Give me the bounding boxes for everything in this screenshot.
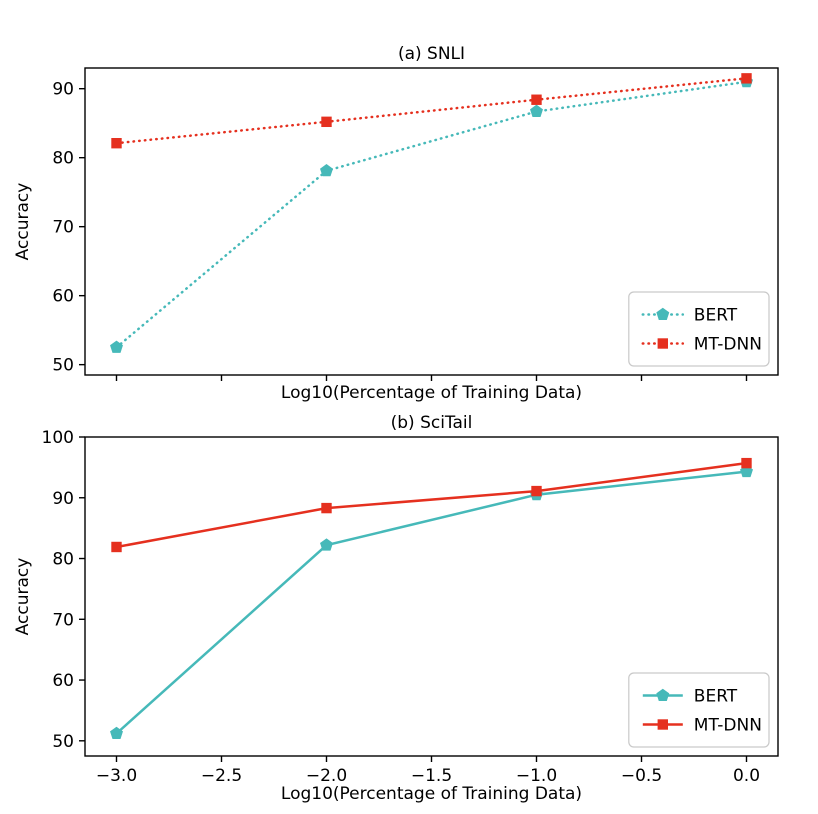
marker-square xyxy=(657,719,668,730)
chart-title: (a) SNLI xyxy=(398,44,465,64)
y-tick-label: 100 xyxy=(42,428,74,448)
legend-label: MT-DNN xyxy=(694,716,762,736)
y-tick-label: 90 xyxy=(52,489,74,509)
scitail-subplot: −3.0 −2.5 −2.0 −1.5 −1.0 −0.5 0.0 50 60 70 80 90 100… xyxy=(13,413,779,804)
marker-square xyxy=(321,116,332,128)
marker-pentagon xyxy=(320,538,333,551)
marker-pentagon xyxy=(656,688,670,701)
series-line-mt-dnn xyxy=(115,77,748,145)
legend-box xyxy=(628,291,770,367)
marker-pentagon xyxy=(110,726,123,740)
x-tick-label: 0.0 xyxy=(733,766,760,786)
marker-pentagon xyxy=(530,104,543,117)
legend: BERT MT-DNN xyxy=(628,291,770,367)
marker-pentagon xyxy=(656,307,670,320)
y-tick-label: 80 xyxy=(52,149,74,169)
snli-subplot: 50 60 70 80 90 (a) SNLI Log10(Percentage of Tr… xyxy=(13,44,779,403)
marker-square xyxy=(741,457,752,469)
y-tick-label: 90 xyxy=(52,80,74,100)
y-tick-label: 70 xyxy=(52,610,74,630)
legend-label: BERT xyxy=(694,687,738,707)
y-axis-label: Accuracy xyxy=(13,183,33,261)
y-axis-label: Accuracy xyxy=(13,558,33,636)
legend: BERT MT-DNN xyxy=(628,672,770,748)
y-tick-label: 50 xyxy=(52,732,74,752)
marker-square xyxy=(741,73,752,84)
x-tick-label: −3.0 xyxy=(96,766,137,786)
y-tick-label: 60 xyxy=(52,671,74,691)
x-axis-label: Log10(Percentage of Training Data) xyxy=(281,383,582,403)
x-tick-label: −0.5 xyxy=(621,766,662,786)
series-line-bert xyxy=(115,470,747,735)
marker-square xyxy=(657,338,668,349)
marker-square xyxy=(321,502,332,514)
x-tick-label: −2.5 xyxy=(201,766,242,786)
x-tick-label: −1.0 xyxy=(516,766,557,786)
series-line-mt-dnn xyxy=(116,461,747,549)
y-tick-label: 70 xyxy=(52,218,74,238)
marker-square xyxy=(111,137,122,149)
y-tick-label: 50 xyxy=(52,356,74,376)
marker-square xyxy=(531,94,542,105)
chart-title: (b) SciTail xyxy=(391,413,473,433)
x-tick-label: −2.0 xyxy=(306,766,347,786)
marker-square xyxy=(531,485,542,497)
marker-pentagon xyxy=(320,163,333,177)
marker-pentagon xyxy=(110,340,123,353)
series-line-bert xyxy=(115,80,748,349)
y-tick-label: 80 xyxy=(52,550,74,570)
x-tick-label: −1.5 xyxy=(411,766,452,786)
x-axis-label: Log10(Percentage of Training Data) xyxy=(281,784,582,804)
marker-square xyxy=(111,541,122,553)
legend-label: BERT xyxy=(694,306,738,326)
legend-box xyxy=(628,672,770,748)
y-tick-label: 60 xyxy=(52,287,74,307)
legend-label: MT-DNN xyxy=(694,335,762,355)
